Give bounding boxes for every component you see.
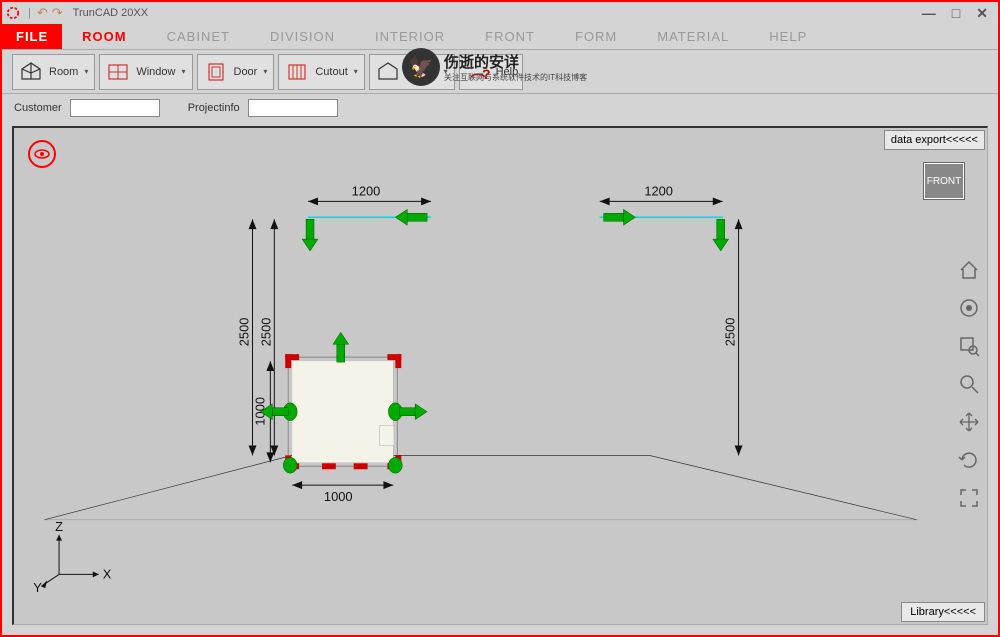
viewport[interactable]: data export<<<<< Library<<<<< FRONT 1200 xyxy=(12,126,988,625)
svg-text:2500: 2500 xyxy=(723,318,738,347)
redo-button[interactable]: ↷ xyxy=(52,5,63,21)
tool-window[interactable]: Window ▾ xyxy=(99,54,192,90)
toolbar: Room ▾ Window ▾ Door ▾ Cutout ▾ Poster ▾… xyxy=(2,50,998,94)
tool-cutout-drop[interactable]: ▾ xyxy=(352,67,360,76)
menu-cabinet[interactable]: CABINET xyxy=(147,24,250,49)
dim-top-left: 1200 xyxy=(308,183,431,217)
window-icon xyxy=(104,58,132,86)
door-icon xyxy=(202,58,230,86)
svg-text:X: X xyxy=(103,566,112,581)
svg-text:1200: 1200 xyxy=(644,183,673,198)
project-label: Projectinfo xyxy=(188,102,240,114)
menu-division[interactable]: DIVISION xyxy=(250,24,355,49)
infobar: Customer Projectinfo xyxy=(2,94,998,122)
tool-cutout[interactable]: Cutout ▾ xyxy=(278,54,364,90)
tool-window-label: Window xyxy=(136,66,175,78)
menu-help[interactable]: HELP xyxy=(749,24,827,49)
room-icon xyxy=(17,58,45,86)
tool-room-label: Room xyxy=(49,66,78,78)
customer-label: Customer xyxy=(14,102,62,114)
watermark-sub: 关注互联网与系统软件技术的IT科技博客 xyxy=(444,72,587,83)
menu-interior[interactable]: INTERIOR xyxy=(355,24,465,49)
tool-door-drop[interactable]: ▾ xyxy=(261,67,269,76)
dim-top-right: 1200 xyxy=(600,183,723,217)
maximize-button[interactable]: □ xyxy=(952,5,960,22)
cutout-icon xyxy=(283,58,311,86)
tool-room-drop[interactable]: ▾ xyxy=(82,67,90,76)
svg-text:1000: 1000 xyxy=(324,489,353,504)
titlebar: | ↶ ↷ TrunCAD 20XX — □ ✕ xyxy=(2,2,998,24)
app-title: TrunCAD 20XX xyxy=(73,7,148,19)
dim-room-w: 1000 xyxy=(292,481,393,504)
sep: | xyxy=(28,7,31,19)
coordinate-axes: X Z Y xyxy=(33,519,111,596)
watermark-title: 伤逝的安详 xyxy=(444,51,587,72)
undo-button[interactable]: ↶ xyxy=(37,5,48,21)
tool-door-label: Door xyxy=(234,66,258,78)
canvas-3d: 1200 1200 2500 2500 xyxy=(14,128,987,624)
project-input[interactable] xyxy=(248,99,338,117)
svg-text:1200: 1200 xyxy=(352,183,381,198)
menu-room[interactable]: ROOM xyxy=(62,24,146,49)
svg-text:2500: 2500 xyxy=(237,318,252,347)
tool-door[interactable]: Door ▾ xyxy=(197,54,275,90)
watermark-icon: 🦅 xyxy=(402,48,440,86)
app-icon xyxy=(6,6,20,20)
tool-window-drop[interactable]: ▾ xyxy=(179,67,187,76)
menu-form[interactable]: FORM xyxy=(555,24,637,49)
customer-input[interactable] xyxy=(70,99,160,117)
tool-cutout-label: Cutout xyxy=(315,66,347,78)
svg-text:Z: Z xyxy=(55,519,63,534)
menu-file[interactable]: FILE xyxy=(2,24,62,49)
svg-text:Y: Y xyxy=(33,580,42,595)
menu-material[interactable]: MATERIAL xyxy=(637,24,749,49)
close-button[interactable]: ✕ xyxy=(976,5,988,22)
poster-icon xyxy=(374,58,402,86)
room-box xyxy=(285,354,401,469)
menu-front[interactable]: FRONT xyxy=(465,24,555,49)
svg-text:2500: 2500 xyxy=(258,318,273,347)
menubar: FILE ROOM CABINET DIVISION INTERIOR FRON… xyxy=(2,24,998,50)
minimize-button[interactable]: — xyxy=(922,5,936,22)
dim-right: 2500 xyxy=(723,219,743,455)
watermark: 🦅 伤逝的安详 关注互联网与系统软件技术的IT科技博客 xyxy=(402,48,587,86)
tool-room[interactable]: Room ▾ xyxy=(12,54,95,90)
